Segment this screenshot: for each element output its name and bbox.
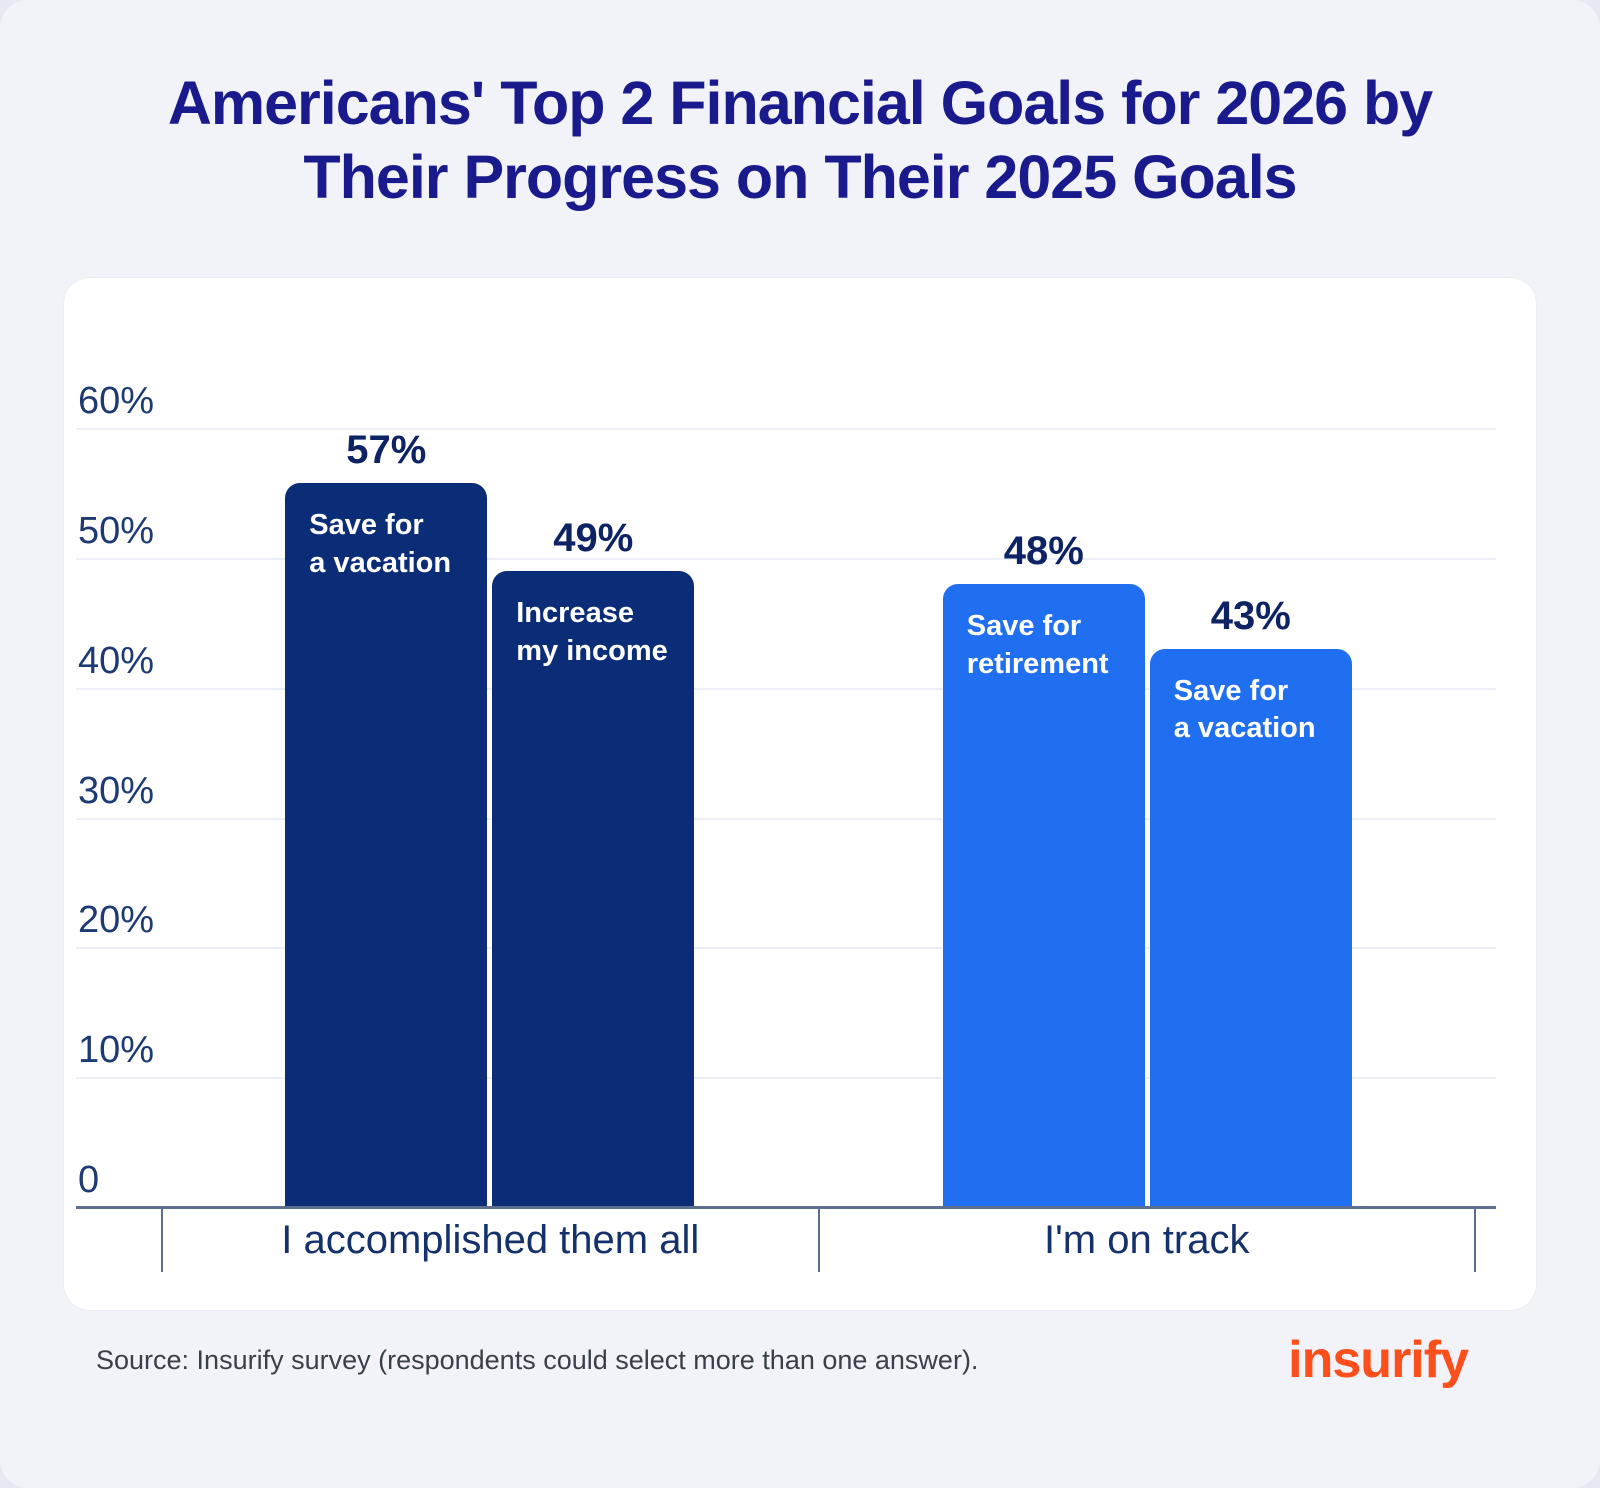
- insurify-logo: insurify: [1288, 1331, 1469, 1389]
- x-axis-category-on-track: I'm on track: [817, 1208, 1476, 1272]
- bar-chart: 57% Save for a vacation 49% Increa: [161, 428, 1476, 1207]
- bar: Save for a vacation: [285, 483, 488, 1207]
- y-axis-tick-label: 30%: [78, 769, 155, 812]
- bar-label-line: a vacation: [309, 546, 452, 579]
- gridline: [76, 947, 1496, 950]
- bar-label-line: Increase: [516, 596, 634, 629]
- bar-label-line: Save for: [1173, 674, 1289, 707]
- y-axis-tick-label: 20%: [78, 899, 155, 942]
- bar-save-vacation-on-track: 43% Save for a vacation: [1149, 428, 1352, 1207]
- source-note: Source: Insurify survey (respondents cou…: [96, 1344, 979, 1375]
- footer: Source: Insurify survey (respondents cou…: [96, 1330, 1469, 1390]
- gridline: [76, 428, 1496, 430]
- bar-label-line: a vacation: [1173, 712, 1316, 745]
- x-axis-category-band: I accomplished them all I'm on track: [161, 1208, 1476, 1272]
- gridline: [76, 817, 1496, 820]
- y-axis-tick-label: 0: [78, 1158, 100, 1201]
- bar-value-label: 49%: [553, 515, 634, 560]
- bar-inner-label: Save for a vacation: [309, 507, 477, 582]
- bar-save-vacation-accomplished: 57% Save for a vacation: [285, 428, 488, 1207]
- plot-area: 57% Save for a vacation 49% Increa: [76, 380, 1496, 1209]
- bar-value-label: 57%: [346, 428, 427, 472]
- bar-inner-label: Increase my income: [516, 595, 684, 670]
- bar: Save for a vacation: [1149, 648, 1352, 1207]
- bar-increase-income-accomplished: 49% Increase my income: [492, 428, 695, 1207]
- bar-value-label: 48%: [1003, 528, 1084, 573]
- bar-label-line: Save for: [309, 509, 424, 541]
- y-axis-tick-label: 50%: [78, 509, 155, 552]
- y-axis-tick-label: 10%: [78, 1028, 155, 1071]
- bar-group-on-track: 48% Save for retirement 43% Save f: [819, 428, 1477, 1207]
- chart-card: 57% Save for a vacation 49% Increa: [64, 278, 1536, 1310]
- gridline: [76, 557, 1496, 560]
- bar-inner-label: Save for a vacation: [1174, 673, 1342, 748]
- bar-label-line: Save for: [966, 609, 1082, 642]
- x-axis-line: [76, 1206, 1496, 1209]
- x-axis-category-accomplished: I accomplished them all: [161, 1208, 818, 1272]
- bar-inner-label: Save for retirement: [967, 608, 1135, 683]
- bar: Save for retirement: [942, 583, 1145, 1207]
- bar-save-retirement-on-track: 48% Save for retirement: [942, 428, 1145, 1207]
- y-axis-tick-label: 40%: [78, 639, 155, 682]
- y-axis-tick-label: 60%: [78, 379, 155, 422]
- page-title: Americans' Top 2 Financial Goals for 202…: [167, 69, 1433, 212]
- bar: Increase my income: [492, 570, 695, 1207]
- bar-group-accomplished: 57% Save for a vacation 49% Increa: [161, 428, 819, 1207]
- bar-label-line: my income: [516, 634, 668, 667]
- gridline: [76, 1077, 1496, 1080]
- bar-value-label: 43%: [1210, 593, 1291, 638]
- bar-label-line: retirement: [966, 647, 1109, 680]
- gridline: [76, 687, 1496, 690]
